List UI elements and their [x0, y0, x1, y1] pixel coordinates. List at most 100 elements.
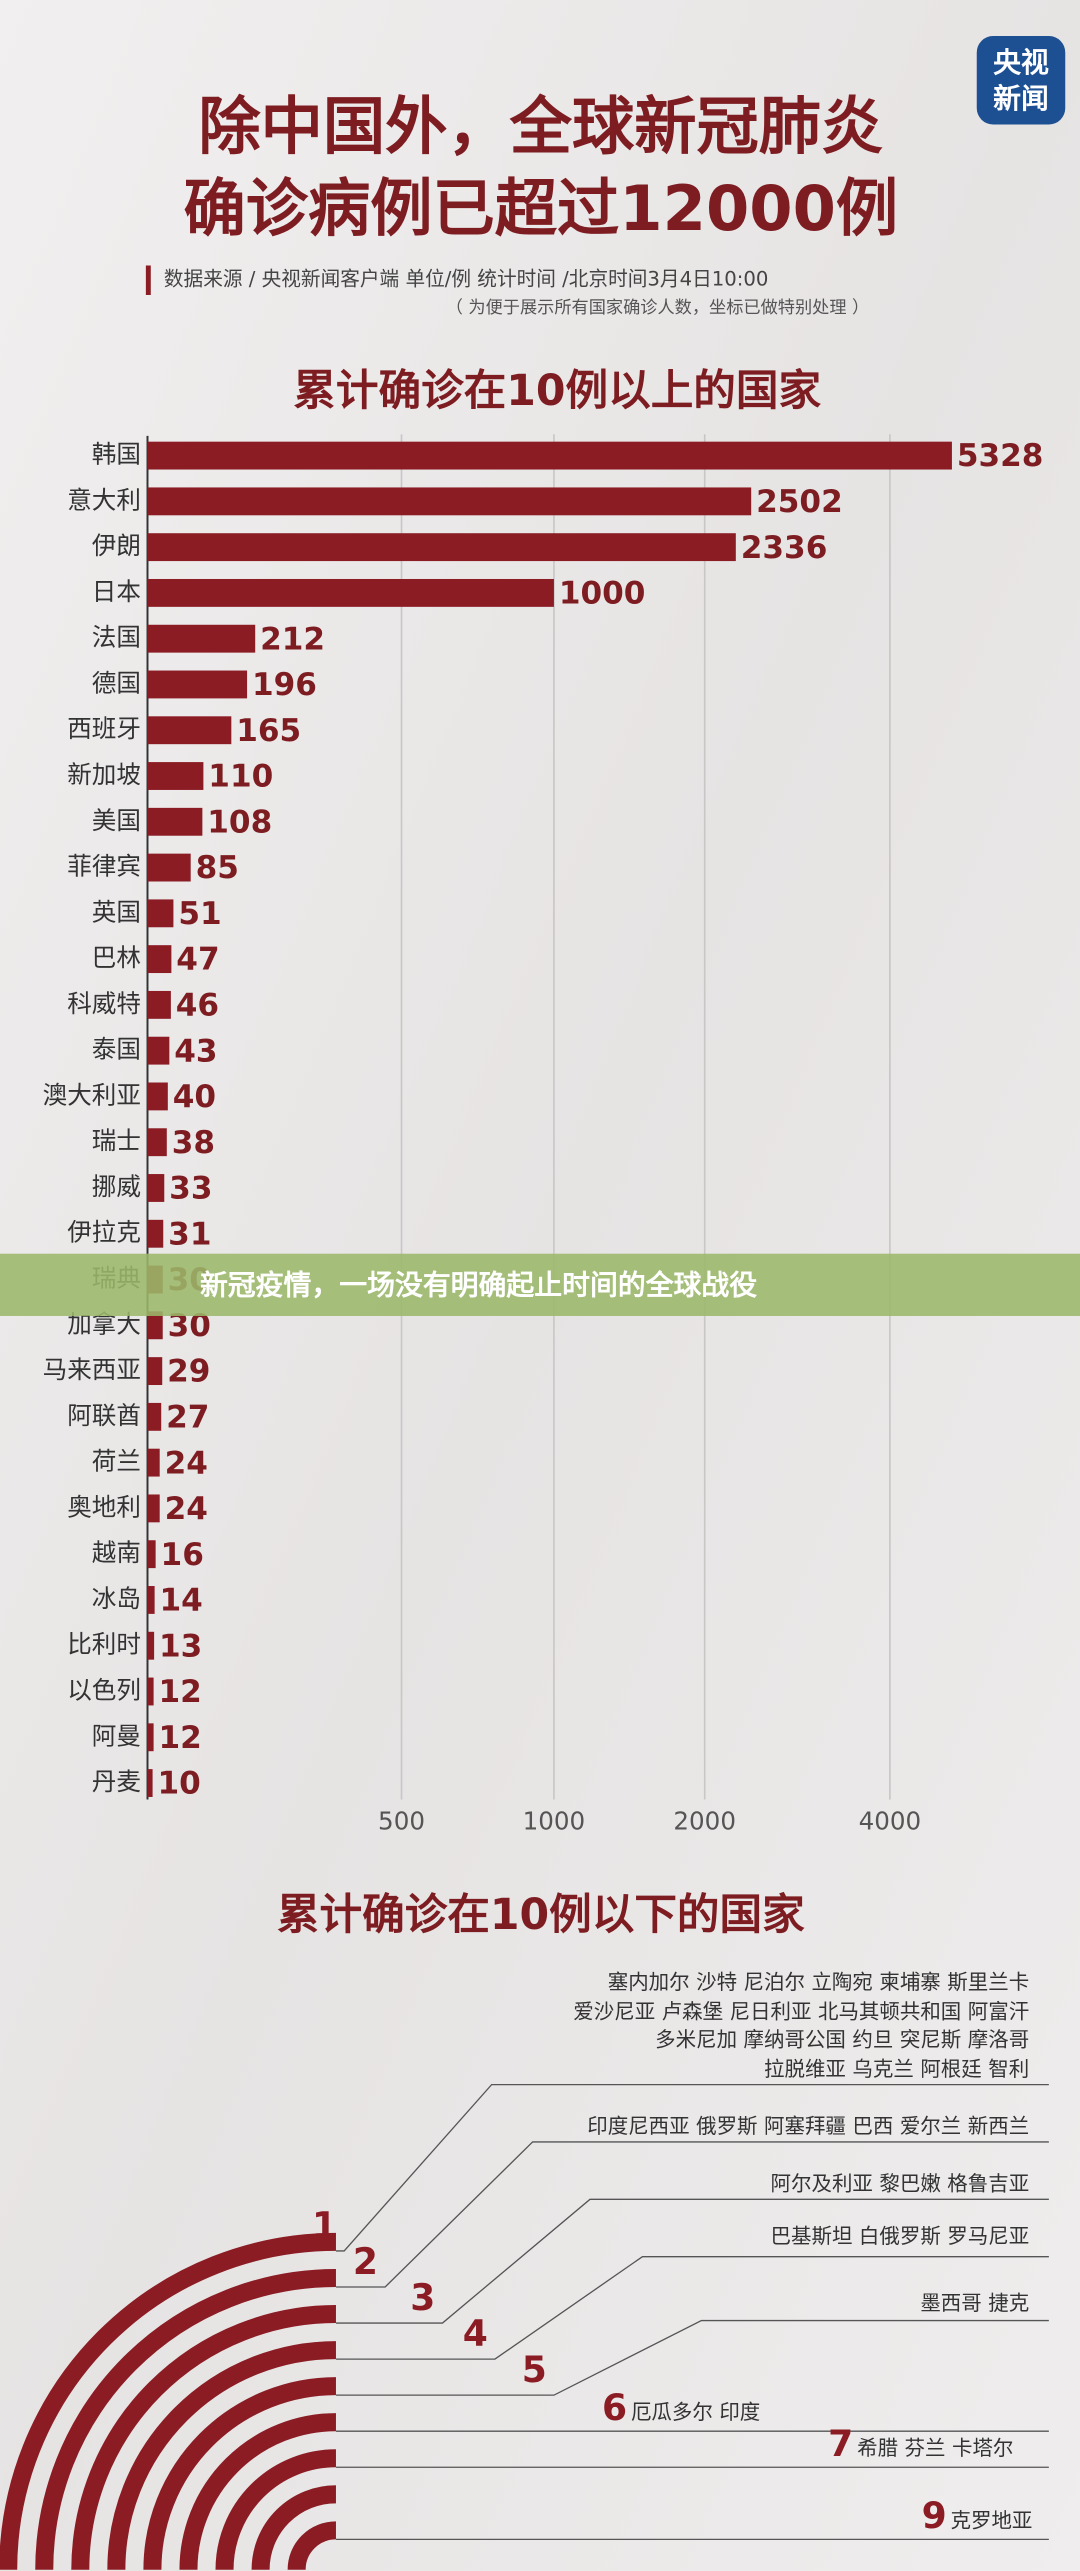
bar [147, 1402, 162, 1431]
y-tick-label: 比利时 [67, 1630, 141, 1659]
group-count: 9 [922, 2495, 947, 2537]
bar [147, 762, 204, 790]
y-tick-label: 西班牙 [67, 714, 141, 743]
fan-arc [71, 2305, 336, 2570]
bar [147, 1723, 154, 1752]
group-count: 3 [410, 2277, 435, 2319]
y-tick-label: 新加坡 [67, 760, 141, 789]
value-label: 2502 [756, 484, 843, 520]
y-tick-label: 澳大利亚 [43, 1080, 141, 1109]
bar [147, 1540, 156, 1569]
group-count: 2 [353, 2241, 378, 2283]
leader-line [335, 2083, 1049, 2252]
fan-arc [35, 2268, 336, 2570]
value-label: 24 [165, 1491, 208, 1527]
y-tick-label: 德国 [92, 668, 141, 697]
y-tick-label: 伊朗 [92, 531, 141, 560]
bar [147, 1448, 160, 1477]
y-tick-label: 挪威 [92, 1172, 141, 1201]
bar [147, 1174, 165, 1202]
x-tick-label: 2000 [673, 1806, 736, 1835]
fan-arc [215, 2449, 337, 2570]
y-tick-label: 阿联酋 [67, 1401, 141, 1430]
bar [147, 1036, 170, 1065]
bar [147, 1357, 163, 1386]
value-label: 165 [236, 713, 301, 749]
fan-arc [0, 2232, 336, 2570]
group-countries: 厄瓜多尔 印度 [631, 2400, 760, 2424]
value-label: 31 [168, 1216, 211, 1252]
bar [147, 1769, 153, 1797]
logo-text: 央视 [993, 46, 1049, 79]
value-label: 10 [157, 1766, 200, 1802]
bar [147, 990, 171, 1019]
y-tick-label: 阿曼 [92, 1721, 141, 1750]
y-tick-label: 英国 [92, 897, 141, 926]
value-label: 46 [176, 988, 219, 1024]
group-countries: 多米尼加 摩纳哥公国 约旦 突尼斯 摩洛哥 [655, 2027, 1029, 2051]
logo-badge [976, 36, 1066, 125]
leader-line [335, 2141, 1049, 2288]
value-label: 2336 [741, 530, 828, 566]
bar [147, 1677, 154, 1706]
y-tick-label: 菲律宾 [67, 852, 141, 881]
value-label: 12 [159, 1720, 202, 1756]
fan-arc [179, 2413, 337, 2570]
fan-arc [143, 2377, 336, 2570]
value-label: 108 [207, 804, 272, 840]
bar [147, 1082, 168, 1111]
value-label: 40 [173, 1079, 216, 1115]
title: 确诊病例已超过12000例 [183, 172, 898, 245]
y-tick-label: 意大利 [67, 485, 141, 514]
bar [147, 1219, 164, 1248]
group-count: 5 [522, 2349, 547, 2391]
value-label: 43 [174, 1033, 217, 1069]
y-tick-label: 以色列 [67, 1676, 141, 1705]
value-label: 110 [208, 759, 273, 795]
group-countries: 克罗地亚 [951, 2508, 1033, 2532]
bar [147, 1311, 163, 1340]
y-tick-label: 奥地利 [67, 1492, 141, 1521]
value-label: 14 [160, 1583, 203, 1619]
y-tick-label: 冰岛 [92, 1584, 141, 1613]
bar [147, 670, 248, 699]
value-label: 5328 [957, 438, 1044, 474]
group-count: 6 [602, 2387, 627, 2429]
bar [147, 441, 952, 470]
x-tick-label: 500 [378, 1806, 425, 1835]
value-label: 38 [172, 1125, 215, 1161]
y-tick-label: 美国 [92, 806, 141, 835]
group-countries: 塞内加尔 沙特 尼泊尔 立陶宛 柬埔寨 斯里兰卡 [608, 1970, 1029, 1994]
x-tick-label: 4000 [859, 1806, 922, 1835]
source-bar [145, 265, 151, 295]
y-tick-label: 泰国 [92, 1035, 141, 1064]
banner [0, 1253, 1080, 1316]
source: 数据来源 / 央视新闻客户端 单位/例 统计时间 /北京时间3月4日10:00 [164, 268, 769, 291]
y-tick-label: 荷兰 [92, 1447, 141, 1476]
group-countries: 巴基斯坦 白俄罗斯 罗马尼亚 [771, 2224, 1030, 2248]
value-label: 12 [159, 1674, 202, 1710]
bar [147, 899, 174, 928]
bar [147, 716, 232, 745]
bar [147, 487, 752, 516]
y-tick-label: 法国 [92, 623, 141, 652]
value-label: 212 [260, 621, 325, 657]
bar [147, 945, 172, 974]
bar [147, 1586, 155, 1614]
group-count: 7 [828, 2423, 853, 2465]
y-tick-label: 韩国 [92, 440, 141, 469]
group-countries: 拉脱维亚 乌克兰 阿根廷 智利 [764, 2057, 1029, 2081]
bar [147, 578, 554, 607]
group-countries: 爱沙尼亚 卢森堡 尼日利亚 北马其顿共和国 阿富汗 [573, 1999, 1029, 2023]
leader-line [335, 2319, 1049, 2396]
value-label: 27 [166, 1399, 209, 1435]
y-tick-label: 越南 [92, 1538, 141, 1567]
title: 除中国外，全球新冠肺炎 [198, 90, 883, 163]
group-countries: 希腊 芬兰 卡塔尔 [857, 2436, 1013, 2460]
value-label: 33 [169, 1171, 212, 1207]
value-label: 196 [252, 667, 317, 703]
y-tick-label: 巴林 [92, 943, 141, 972]
fan-arc [251, 2485, 337, 2570]
value-label: 51 [178, 896, 221, 932]
